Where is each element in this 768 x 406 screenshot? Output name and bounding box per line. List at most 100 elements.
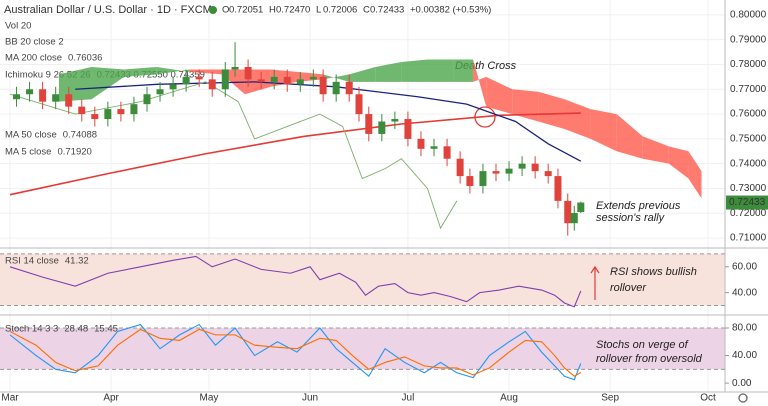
candle-body — [466, 176, 474, 186]
cloud-segment — [156, 66, 190, 75]
candle-body — [91, 114, 99, 120]
candle-body — [39, 89, 47, 102]
candle-body — [378, 121, 386, 134]
cloud-segment — [427, 59, 454, 82]
band — [0, 327, 725, 370]
settings-icon[interactable] — [738, 393, 748, 403]
annotation: session's rally — [596, 212, 666, 224]
y-tick-label: 0.75000 — [730, 134, 767, 145]
candle-body — [257, 79, 265, 82]
candle-body — [544, 171, 552, 177]
cloud-segment — [564, 99, 591, 139]
y-tick-label: 80.00 — [732, 323, 757, 334]
y-tick-label: 0.72000 — [730, 208, 767, 219]
candle-body — [531, 163, 539, 172]
y-tick-label: 0.74000 — [730, 158, 767, 169]
candle-body — [577, 202, 585, 213]
cloud-segment — [642, 136, 669, 164]
candle-body — [404, 119, 412, 139]
candle-body — [355, 94, 363, 115]
candle-body — [283, 76, 291, 85]
oscillator-line — [9, 328, 582, 377]
candle-body — [296, 79, 304, 85]
legend-value: 0.72433 0.72550 0.74359 — [97, 70, 205, 81]
last-price-tag — [726, 195, 768, 210]
last-price-label: 0.72433 — [729, 197, 766, 208]
candle-body — [492, 171, 500, 174]
y-tick-label: 0.73000 — [730, 183, 767, 194]
cloud-segment — [91, 66, 125, 100]
pane-title: Stoch 14 3 3 — [5, 324, 58, 335]
ohlc-label: C — [363, 5, 370, 16]
annotation: Extends previous — [596, 200, 681, 212]
legend-name: MA 200 close — [5, 53, 62, 64]
candle-body — [456, 158, 464, 177]
candle-body — [345, 81, 353, 95]
ohlc-label: H — [269, 5, 276, 16]
candle-body — [564, 200, 572, 224]
cloud-segment — [58, 66, 92, 102]
indicator-line — [9, 81, 458, 230]
cloud-segment — [453, 59, 474, 82]
y-tick-label: 0.78000 — [730, 59, 767, 70]
candle-body — [208, 79, 216, 90]
pane-value: 28.48 — [64, 324, 88, 335]
y-tick-label: 40.00 — [732, 287, 757, 298]
candle-body — [52, 94, 60, 102]
candle-body — [270, 76, 278, 82]
legend-value: 0.76036 — [68, 53, 102, 64]
candle-body — [169, 84, 177, 90]
candle-body — [143, 94, 151, 105]
candle-body — [104, 109, 112, 120]
candle-body — [195, 76, 203, 80]
cloud-segment — [401, 59, 428, 82]
candle-body — [130, 104, 138, 115]
status-dot — [209, 6, 217, 14]
rsi-arrow-head — [590, 265, 600, 274]
legend-value: 0.74088 — [63, 130, 97, 141]
y-tick-label: 0.76000 — [730, 109, 767, 120]
y-tick-label: 0.80000 — [730, 10, 767, 21]
y-tick-label: 0.79000 — [730, 34, 767, 45]
candle-body — [231, 66, 239, 70]
band — [0, 253, 725, 306]
x-tick-label: Jun — [302, 393, 318, 404]
x-tick-label: Mar — [1, 393, 19, 404]
ohlc-value: 0.72006 — [323, 5, 357, 16]
candle-body — [13, 94, 21, 100]
candle-body — [26, 89, 34, 95]
candle-body — [365, 114, 373, 134]
ohlc-value: 0.72470 — [276, 5, 310, 16]
change: +0.00382 (+0.53%) — [410, 5, 491, 16]
pane-value: 41.32 — [65, 256, 89, 267]
ohlc-label: O — [222, 5, 229, 16]
x-tick-label: May — [200, 393, 219, 404]
oscillator-line — [9, 323, 582, 381]
y-tick-label: 0.71000 — [730, 233, 767, 244]
candle-body — [332, 81, 340, 95]
y-tick-label: 40.00 — [732, 350, 757, 361]
y-tick-label: 0.77000 — [730, 84, 767, 95]
candle-body — [78, 106, 86, 115]
cloud-segment — [590, 109, 617, 152]
cloud-segment — [323, 74, 350, 82]
ohlc-value: 0.72051 — [229, 5, 263, 16]
candle-body — [570, 213, 578, 224]
x-tick-label: Apr — [103, 393, 119, 404]
candle-body — [505, 168, 513, 174]
candle-body — [221, 69, 229, 90]
candle-body — [518, 163, 526, 169]
candle-body — [117, 109, 125, 115]
annotation: rollover — [610, 282, 647, 294]
cloud-segment — [124, 66, 157, 77]
annotation: RSI shows bullish — [610, 266, 697, 278]
ohlc-label: L — [316, 5, 321, 16]
candle-body — [65, 94, 73, 107]
candle-body — [244, 66, 252, 80]
x-tick-label: Aug — [500, 393, 518, 404]
candle-body — [479, 171, 487, 186]
x-tick-label: Oct — [700, 393, 716, 404]
candle-body — [417, 138, 425, 149]
candle-body — [443, 146, 451, 159]
